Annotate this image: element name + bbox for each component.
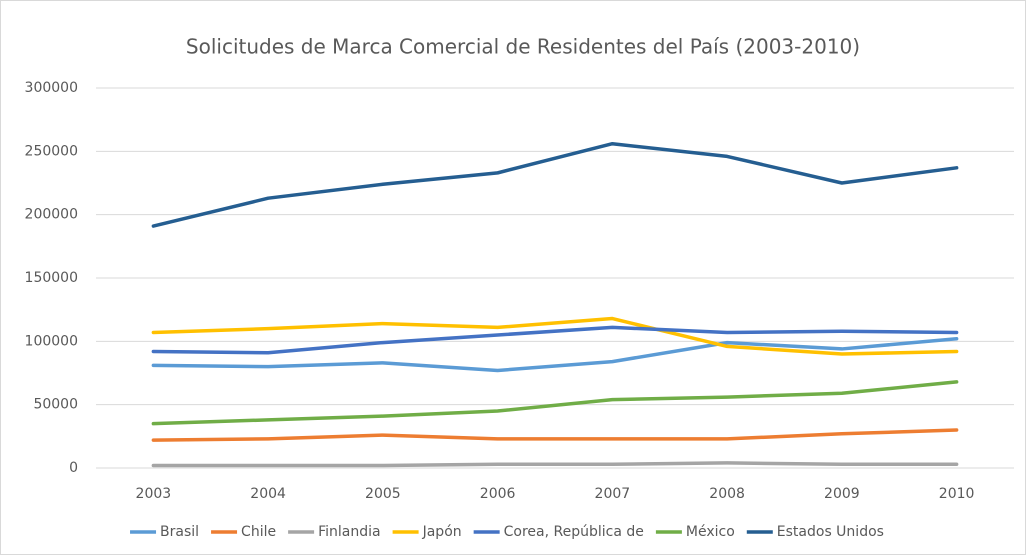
legend-label: Brasil	[160, 524, 199, 540]
legend-label: Japón	[422, 524, 462, 540]
x-tick-label: 2009	[824, 486, 860, 502]
y-tick-label: 150000	[25, 270, 78, 286]
x-tick-label: 2004	[250, 486, 286, 502]
series-line	[151, 428, 959, 442]
y-tick-label: 250000	[25, 143, 78, 159]
legend-label: Chile	[241, 524, 276, 540]
legend-label: Finlandia	[318, 524, 381, 540]
y-tick-label: 0	[69, 460, 78, 476]
x-tick-label: 2005	[365, 486, 401, 502]
y-tick-label: 100000	[25, 333, 78, 349]
chart-title: Solicitudes de Marca Comercial de Reside…	[186, 35, 860, 59]
series-line	[151, 337, 959, 373]
legend-label: México	[686, 524, 735, 540]
series-line	[151, 461, 959, 468]
series-line	[151, 325, 959, 355]
y-tick-label: 300000	[25, 80, 78, 96]
y-tick-label: 50000	[33, 397, 78, 413]
x-tick-label: 2006	[480, 486, 516, 502]
legend-label: Corea, República de	[504, 524, 644, 540]
series-line	[151, 141, 959, 228]
legend-label: Estados Unidos	[777, 524, 884, 540]
x-tick-label: 2003	[136, 486, 172, 502]
series-line	[151, 380, 959, 426]
x-tick-label: 2008	[709, 486, 745, 502]
series-line	[151, 316, 959, 356]
x-tick-label: 2010	[939, 486, 975, 502]
y-tick-label: 200000	[25, 207, 78, 223]
x-tick-label: 2007	[595, 486, 631, 502]
